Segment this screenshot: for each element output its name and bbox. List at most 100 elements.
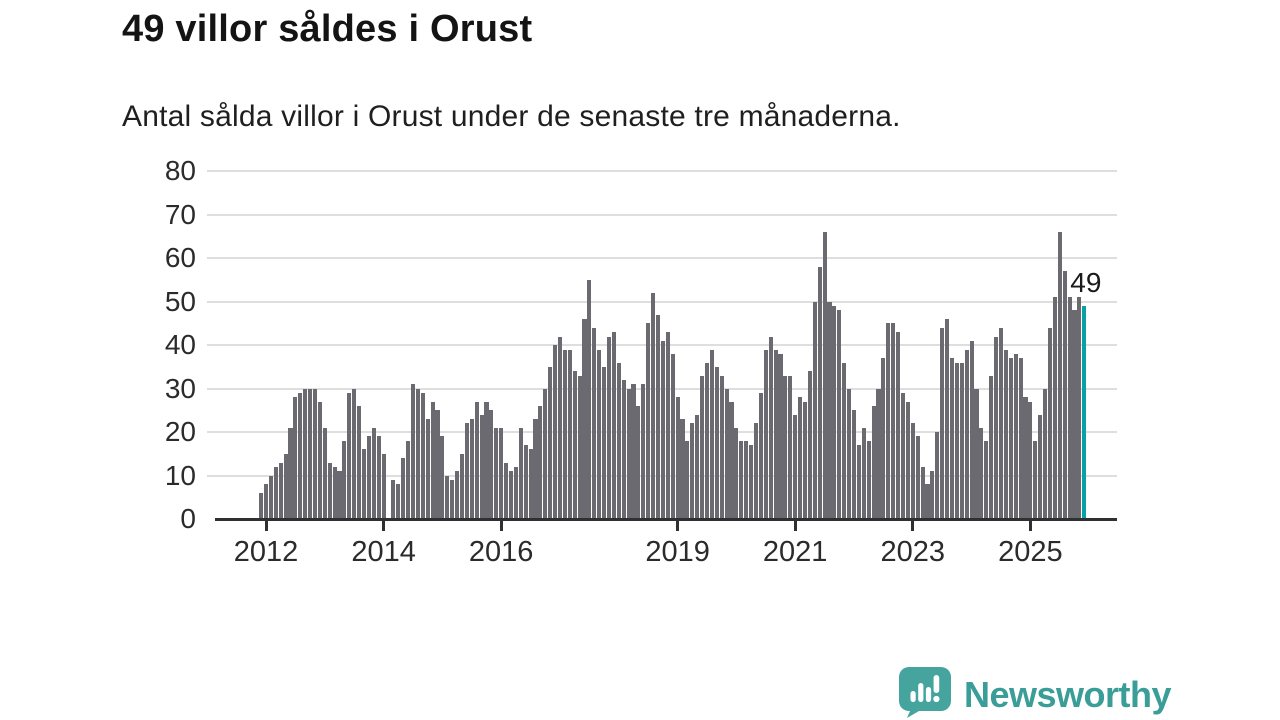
bar	[876, 388, 881, 519]
bar	[646, 323, 651, 519]
bar	[396, 484, 401, 519]
bar	[641, 384, 646, 519]
bar	[817, 266, 822, 519]
bar	[1033, 440, 1038, 519]
bar	[469, 419, 474, 519]
bar	[572, 371, 577, 519]
x-axis-tick	[1028, 521, 1032, 531]
bar	[548, 366, 553, 519]
bar	[709, 349, 714, 519]
bar	[749, 445, 754, 519]
bar	[1028, 401, 1033, 519]
bar	[332, 466, 337, 519]
bar	[925, 484, 930, 519]
y-axis-tick-label: 60	[164, 242, 196, 274]
bar	[577, 375, 582, 519]
x-axis-tick-label: 2014	[351, 536, 416, 568]
bar	[945, 319, 950, 519]
bar	[626, 388, 631, 519]
bar	[268, 475, 273, 519]
bar	[651, 293, 656, 519]
bar	[317, 401, 322, 519]
gridline	[207, 257, 1117, 260]
bar	[602, 366, 607, 519]
bar	[415, 388, 420, 519]
bar	[881, 358, 886, 519]
bar	[1047, 327, 1053, 519]
bar	[812, 301, 817, 519]
bar	[1023, 397, 1028, 519]
y-axis-tick-label: 30	[164, 372, 196, 404]
bar	[758, 392, 763, 519]
bar	[562, 349, 567, 519]
bar	[856, 445, 861, 519]
bar	[680, 419, 685, 519]
bar	[974, 388, 979, 519]
bar	[949, 358, 955, 519]
bar	[327, 462, 332, 519]
bar	[896, 332, 901, 519]
y-axis-tick-label: 80	[164, 155, 196, 187]
bar	[459, 453, 465, 519]
bar	[513, 466, 518, 519]
bar	[900, 392, 906, 519]
x-axis-tick	[911, 521, 915, 531]
bar	[998, 327, 1004, 519]
bar	[464, 423, 469, 519]
bar	[553, 345, 558, 519]
bar	[406, 440, 411, 519]
bar	[533, 419, 538, 519]
bar	[435, 410, 440, 519]
gridline	[207, 213, 1117, 216]
x-axis-tick	[499, 521, 503, 531]
bar	[494, 427, 499, 519]
bar	[930, 471, 935, 519]
bar	[763, 349, 768, 519]
bar	[352, 388, 357, 519]
bar	[802, 401, 808, 519]
x-axis-line	[215, 518, 1117, 521]
bar	[523, 445, 528, 519]
bar	[964, 349, 969, 519]
bar	[484, 401, 489, 519]
bar	[587, 280, 592, 519]
bar	[729, 401, 734, 519]
bar	[322, 427, 327, 519]
bar	[357, 406, 362, 519]
bar	[1062, 271, 1067, 519]
bar	[606, 336, 612, 519]
bar	[445, 475, 450, 519]
y-axis-tick-label: 40	[164, 329, 196, 361]
bar	[371, 427, 376, 519]
bar	[837, 310, 842, 519]
bar	[401, 458, 406, 519]
bar	[891, 323, 896, 519]
y-axis-tick-label: 50	[164, 285, 196, 317]
bar	[704, 362, 710, 519]
bar	[312, 388, 318, 519]
bar	[886, 323, 891, 519]
bar	[298, 392, 303, 519]
bar	[474, 401, 479, 519]
bar	[847, 388, 852, 519]
bar	[734, 427, 739, 519]
bar	[440, 436, 445, 519]
bar	[293, 397, 298, 519]
bar	[783, 375, 788, 519]
bar	[871, 406, 876, 519]
bar	[543, 388, 548, 519]
bar	[347, 392, 352, 519]
bar	[739, 440, 744, 519]
bar	[905, 401, 910, 519]
bar	[504, 462, 509, 519]
gridline	[207, 170, 1117, 173]
bar	[1018, 358, 1023, 519]
x-axis-tick	[793, 521, 797, 531]
bar	[420, 392, 425, 519]
bar	[670, 353, 675, 519]
chart-subtitle: Antal sålda villor i Orust under de sena…	[122, 100, 901, 133]
bar	[631, 384, 636, 519]
bar	[1052, 297, 1057, 519]
bar	[827, 301, 832, 519]
